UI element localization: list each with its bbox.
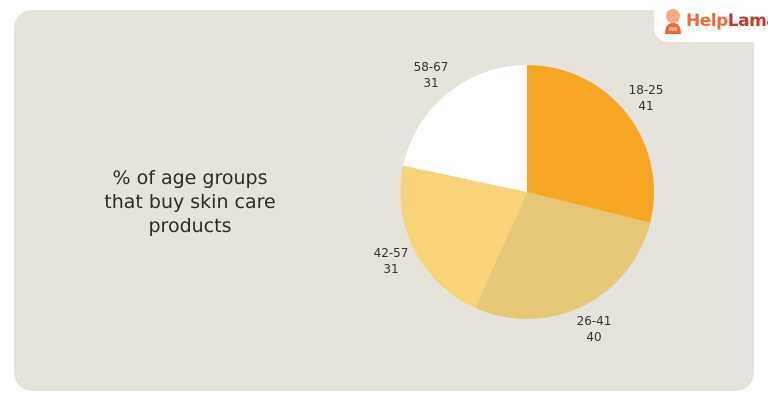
slice-42-57 [400, 165, 527, 308]
monk-mascot-icon [662, 8, 684, 34]
label-26-41: 26-41 40 [569, 313, 619, 345]
slice-18-25 [527, 65, 654, 223]
label-group: 26-41 [576, 314, 612, 328]
label-42-57: 42-57 31 [366, 245, 416, 277]
title-line-2: that buy skin care [104, 191, 276, 213]
label-group: 18-25 [628, 83, 664, 97]
label-value: 40 [586, 330, 602, 344]
label-18-25: 18-25 41 [621, 82, 671, 114]
label-value: 31 [423, 76, 439, 90]
label-58-67: 58-67 31 [406, 59, 456, 91]
title-line-1: % of age groups [112, 167, 268, 189]
label-group: 42-57 [373, 246, 409, 260]
helplama-logo[interactable]: HelpLama [654, 0, 768, 42]
logo-lama: Lama [727, 11, 768, 31]
logo-text: HelpLama [686, 11, 768, 31]
slice-26-41 [475, 192, 651, 319]
title-line-3: products [148, 215, 232, 237]
label-value: 41 [638, 99, 654, 113]
slice-58-67 [403, 65, 527, 192]
chart-title: % of age groups that buy skin care produ… [90, 166, 290, 238]
logo-help: Help [686, 11, 728, 31]
label-group: 58-67 [413, 60, 449, 74]
label-value: 31 [383, 262, 399, 276]
